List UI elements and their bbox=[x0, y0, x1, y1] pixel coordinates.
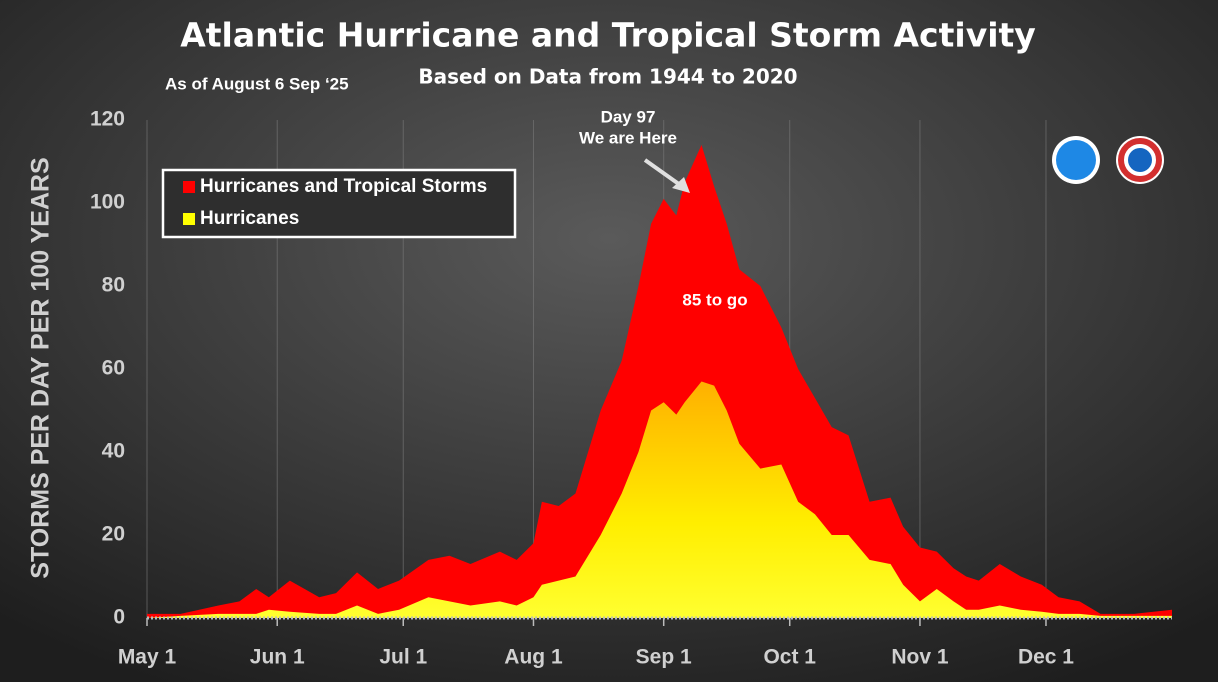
legend-label: Hurricanes bbox=[200, 208, 299, 229]
x-tick-label: Oct 1 bbox=[763, 646, 816, 669]
y-axis-label: STORMS PER DAY PER 100 YEARS bbox=[27, 157, 55, 578]
chart-title: Atlantic Hurricane and Tropical Storm Ac… bbox=[180, 16, 1036, 55]
x-tick-label: Jul 1 bbox=[379, 646, 427, 669]
x-tick-label: Sep 1 bbox=[636, 646, 692, 669]
x-tick-label: Dec 1 bbox=[1018, 646, 1074, 669]
x-tick-label: May 1 bbox=[118, 646, 177, 669]
legend-box bbox=[161, 168, 517, 239]
annotation: Day 97 bbox=[601, 107, 656, 126]
arrow bbox=[643, 158, 685, 189]
area bbox=[147, 381, 1172, 618]
y-tick-label: 60 bbox=[102, 357, 125, 380]
legend-swatch bbox=[183, 181, 195, 193]
note: As of August 6 Sep ‘25 bbox=[165, 74, 349, 93]
y-tick-label: 80 bbox=[102, 274, 125, 297]
x-tick-label: Jun 1 bbox=[250, 646, 305, 669]
x-tick-label: Nov 1 bbox=[891, 646, 949, 669]
legend-label: Hurricanes and Tropical Storms bbox=[200, 176, 487, 197]
arrow-head bbox=[672, 177, 690, 193]
subtitle: Based on Data from 1944 to 2020 bbox=[418, 65, 797, 89]
y-tick-label: 120 bbox=[90, 108, 125, 131]
legend: Hurricanes and Tropical Storms Hurricanes bbox=[161, 168, 517, 239]
x-tick-label: Aug 1 bbox=[504, 646, 563, 669]
area bbox=[147, 144, 1172, 618]
y-tick-label: 0 bbox=[113, 606, 125, 629]
y-tick-label: 20 bbox=[102, 523, 125, 546]
y-tick-label: 40 bbox=[102, 440, 125, 463]
logo bbox=[1118, 138, 1162, 182]
y-tick-label: 100 bbox=[90, 191, 125, 214]
logo bbox=[1128, 148, 1152, 172]
logos bbox=[1052, 136, 1164, 184]
annotation: We are Here bbox=[579, 128, 677, 147]
logo bbox=[1056, 140, 1096, 180]
annotation: 85 to go bbox=[682, 290, 747, 309]
legend-swatch bbox=[183, 213, 195, 225]
